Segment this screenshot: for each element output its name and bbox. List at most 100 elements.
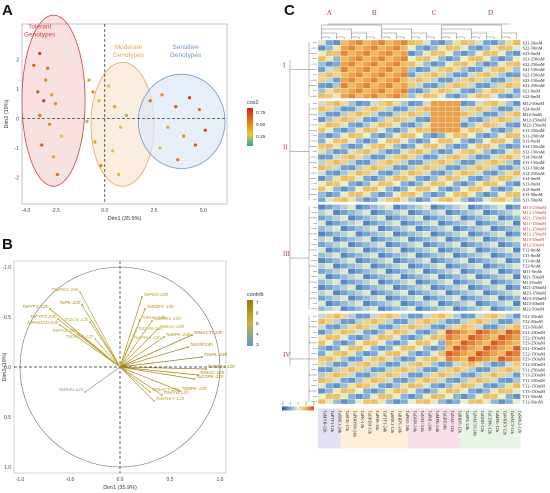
heatmap-cell xyxy=(415,154,424,160)
variable-vector xyxy=(119,336,165,368)
heatmap-cell xyxy=(512,313,521,319)
heatmap-cell xyxy=(377,329,386,336)
heatmap-cell xyxy=(437,334,446,341)
heatmap-cell xyxy=(445,273,454,280)
row-label: T13-250mM xyxy=(523,373,546,378)
heatmap-cell xyxy=(362,148,371,155)
heatmap-cell xyxy=(475,100,484,107)
data-point xyxy=(44,78,48,82)
x-tick-label: 5.0 xyxy=(200,208,207,214)
heatmap-cell xyxy=(392,366,401,373)
heatmap-cell xyxy=(482,106,491,112)
heatmap-cell xyxy=(482,111,491,118)
heatmap-cell xyxy=(362,345,371,352)
heatmap-cell xyxy=(497,313,506,319)
heatmap-cell xyxy=(422,329,431,336)
heatmap-cell xyxy=(512,111,521,118)
heatmap-cell xyxy=(437,180,446,187)
heatmap-cell xyxy=(445,122,454,128)
x-axis-label: Dim1 (35.9%) xyxy=(103,485,137,490)
row-label: T11-0mM xyxy=(523,253,541,258)
heatmap-cell xyxy=(317,361,326,368)
y-axis-label: Dim2 (19%) xyxy=(4,99,10,128)
heatmap-cell xyxy=(377,273,386,280)
heatmap-cell xyxy=(415,300,424,307)
heatmap-cell xyxy=(347,284,356,291)
heatmap-cell xyxy=(482,175,491,182)
heatmap-cell xyxy=(460,263,469,269)
heatmap-cell xyxy=(437,122,446,128)
heatmap-cell xyxy=(340,154,349,160)
heatmap-cell xyxy=(317,154,326,160)
vector-head xyxy=(81,304,83,306)
row-label: M13-0mM xyxy=(523,280,542,285)
heatmap-cell xyxy=(407,191,416,198)
heatmap-cell xyxy=(325,268,334,275)
heatmap-cell xyxy=(505,132,514,139)
heatmap-cell xyxy=(467,186,476,192)
heatmap-cell xyxy=(512,268,521,275)
heatmap-cell xyxy=(445,361,454,368)
heatmap-cell xyxy=(475,334,484,341)
heatmap-cell xyxy=(385,164,394,171)
row-label: M21-250mM xyxy=(523,285,547,290)
heatmap-cell xyxy=(482,340,491,346)
heatmap-cell xyxy=(407,143,416,150)
heatmap-cell xyxy=(377,324,386,330)
heatmap-cell xyxy=(407,366,416,373)
y-tick-label: 2 xyxy=(16,57,19,63)
heatmap-cell xyxy=(452,340,461,346)
heatmap-cell xyxy=(317,268,326,275)
heatmap-cell xyxy=(370,382,379,389)
heatmap-cell xyxy=(430,180,439,187)
heatmap-cell xyxy=(385,318,394,325)
heatmap-cell xyxy=(437,263,446,269)
heatmap-cell xyxy=(482,284,491,291)
heatmap-cell xyxy=(467,39,476,46)
vector-head xyxy=(197,374,199,376)
x-tick-label: 1.0 xyxy=(217,477,224,483)
heatmap-cell xyxy=(460,111,469,118)
heatmap-cell xyxy=(385,263,394,269)
heatmap-cell xyxy=(475,289,484,296)
column-label: TaMPK-24h xyxy=(435,410,440,432)
heatmap-cell xyxy=(400,340,409,346)
heatmap-cell xyxy=(505,306,514,312)
heatmap-cell xyxy=(482,252,491,259)
heatmap-cell xyxy=(385,143,394,150)
column-label: TaPTF1-12h xyxy=(330,410,335,433)
heatmap-cell xyxy=(400,366,409,373)
heatmap-cell xyxy=(437,398,446,405)
heatmap-cell xyxy=(332,71,341,78)
heatmap-cell xyxy=(377,215,386,221)
heatmap-cell xyxy=(400,257,409,264)
color-key-tick: -3 xyxy=(280,401,283,405)
heatmap-cell xyxy=(362,236,371,243)
heatmap-cell xyxy=(415,82,424,89)
heatmap-cell xyxy=(347,55,356,62)
dendrogram-branch xyxy=(441,36,450,39)
variable-vector xyxy=(119,366,151,393)
column-label: TaDREB-12h xyxy=(367,410,372,434)
heatmap-cell xyxy=(467,252,476,259)
heatmap-cell xyxy=(430,289,439,296)
heatmap-cell xyxy=(347,143,356,150)
heatmap-cell xyxy=(377,388,386,394)
heatmap-cell xyxy=(482,50,491,57)
heatmap-cell xyxy=(370,350,379,357)
heatmap-cell xyxy=(400,164,409,171)
heatmap-cell xyxy=(437,345,446,352)
heatmap-cell xyxy=(407,50,416,57)
heatmap-cell xyxy=(497,197,506,203)
heatmap-cell xyxy=(355,398,364,405)
heatmap-cell xyxy=(445,61,454,67)
heatmap-cell xyxy=(475,318,484,325)
heatmap-cell xyxy=(467,263,476,269)
heatmap-cell xyxy=(362,143,371,150)
heatmap-cell xyxy=(422,236,431,243)
heatmap-cell xyxy=(340,170,349,176)
heatmap-cell xyxy=(317,77,326,83)
heatmap-cell xyxy=(430,170,439,176)
heatmap-cell xyxy=(452,377,461,384)
row-group-label: III xyxy=(283,250,291,258)
